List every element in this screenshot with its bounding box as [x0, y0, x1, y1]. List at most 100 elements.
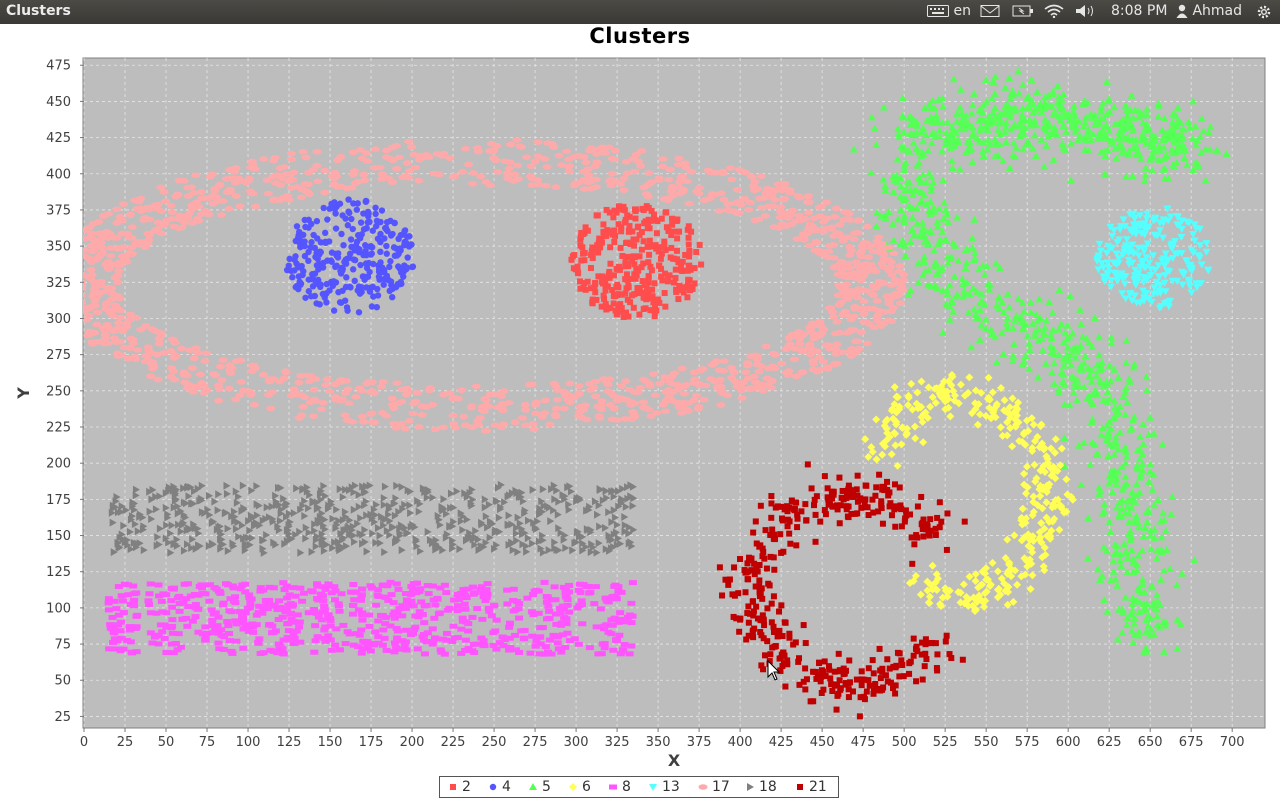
data-point	[544, 603, 553, 609]
data-point	[450, 597, 459, 603]
data-point	[424, 488, 432, 497]
data-point	[1121, 295, 1130, 303]
data-point	[351, 394, 361, 400]
data-point	[461, 593, 470, 599]
data-point	[1157, 533, 1166, 541]
data-point	[153, 201, 163, 208]
data-point	[196, 189, 206, 195]
data-point	[1146, 526, 1155, 534]
data-point	[1031, 477, 1040, 486]
data-point	[578, 257, 585, 264]
data-point	[906, 286, 915, 294]
data-point	[296, 194, 306, 201]
data-point	[323, 290, 330, 297]
data-point	[204, 505, 212, 514]
data-point	[553, 640, 562, 646]
data-point	[1053, 98, 1062, 106]
data-point	[381, 482, 389, 491]
data-point	[1153, 621, 1162, 629]
data-point	[658, 265, 665, 272]
data-point	[619, 252, 626, 259]
data-point	[1160, 647, 1169, 655]
data-point	[1024, 542, 1033, 551]
data-point	[947, 156, 956, 164]
data-point	[1094, 252, 1103, 260]
battery-indicator[interactable]	[1012, 3, 1034, 19]
user-menu[interactable]: Ahmad	[1176, 3, 1242, 19]
data-point	[231, 193, 241, 199]
data-point	[930, 246, 939, 254]
data-point	[381, 412, 391, 419]
data-point	[609, 156, 619, 163]
data-point	[337, 270, 345, 277]
data-point	[938, 328, 947, 336]
data-point	[412, 390, 422, 396]
data-point	[226, 370, 236, 376]
data-point	[145, 591, 154, 597]
data-point	[281, 539, 289, 548]
data-point	[984, 280, 993, 288]
data-point	[640, 289, 647, 296]
data-point	[429, 170, 439, 177]
clock[interactable]: 8:08 PM	[1111, 3, 1168, 19]
data-point	[1120, 481, 1129, 489]
data-point	[160, 635, 169, 641]
data-point	[289, 632, 298, 638]
data-point	[987, 329, 996, 337]
data-point	[328, 249, 336, 256]
data-point	[932, 111, 941, 119]
data-point	[1030, 131, 1039, 139]
data-point	[924, 383, 933, 392]
data-point	[757, 204, 767, 211]
data-point	[1112, 480, 1121, 488]
data-point	[862, 223, 872, 230]
data-point	[256, 650, 265, 656]
data-point	[1120, 540, 1129, 548]
data-point	[521, 407, 531, 413]
data-point	[1133, 445, 1142, 453]
data-point	[305, 528, 313, 537]
wifi-indicator[interactable]	[1043, 3, 1065, 19]
data-point	[505, 159, 515, 166]
data-point	[1149, 470, 1158, 478]
data-point	[647, 263, 654, 270]
mail-indicator[interactable]	[980, 3, 1000, 19]
data-point	[314, 516, 322, 525]
data-point	[1042, 141, 1051, 149]
data-point	[1121, 548, 1130, 556]
data-point	[812, 239, 822, 245]
data-point	[913, 161, 922, 169]
data-point	[750, 217, 760, 224]
data-point	[1017, 313, 1026, 321]
data-point	[262, 177, 272, 183]
volume-indicator[interactable]	[1075, 3, 1097, 19]
data-point	[177, 345, 187, 352]
data-point	[606, 390, 616, 396]
data-point	[336, 299, 344, 306]
data-point	[1099, 273, 1108, 281]
data-point	[485, 500, 493, 509]
data-point	[83, 292, 86, 298]
data-point	[646, 251, 653, 258]
user-name: Ahmad	[1192, 3, 1243, 19]
data-point	[366, 648, 375, 654]
data-point	[223, 481, 231, 490]
data-point	[198, 631, 207, 637]
data-point	[1155, 146, 1164, 154]
data-point	[1026, 535, 1035, 544]
data-point	[914, 259, 923, 267]
data-point	[466, 488, 474, 497]
system-menu[interactable]	[1255, 3, 1273, 21]
data-point	[864, 306, 874, 312]
data-point	[228, 583, 237, 589]
data-point	[980, 301, 989, 309]
data-point	[375, 266, 383, 273]
data-point	[595, 249, 602, 256]
keyboard-indicator[interactable]: en	[927, 3, 971, 19]
data-point	[698, 261, 705, 268]
data-point	[1067, 139, 1076, 147]
data-point	[1128, 241, 1137, 249]
data-point	[375, 273, 383, 280]
data-point	[1192, 280, 1201, 288]
data-point	[549, 144, 559, 150]
